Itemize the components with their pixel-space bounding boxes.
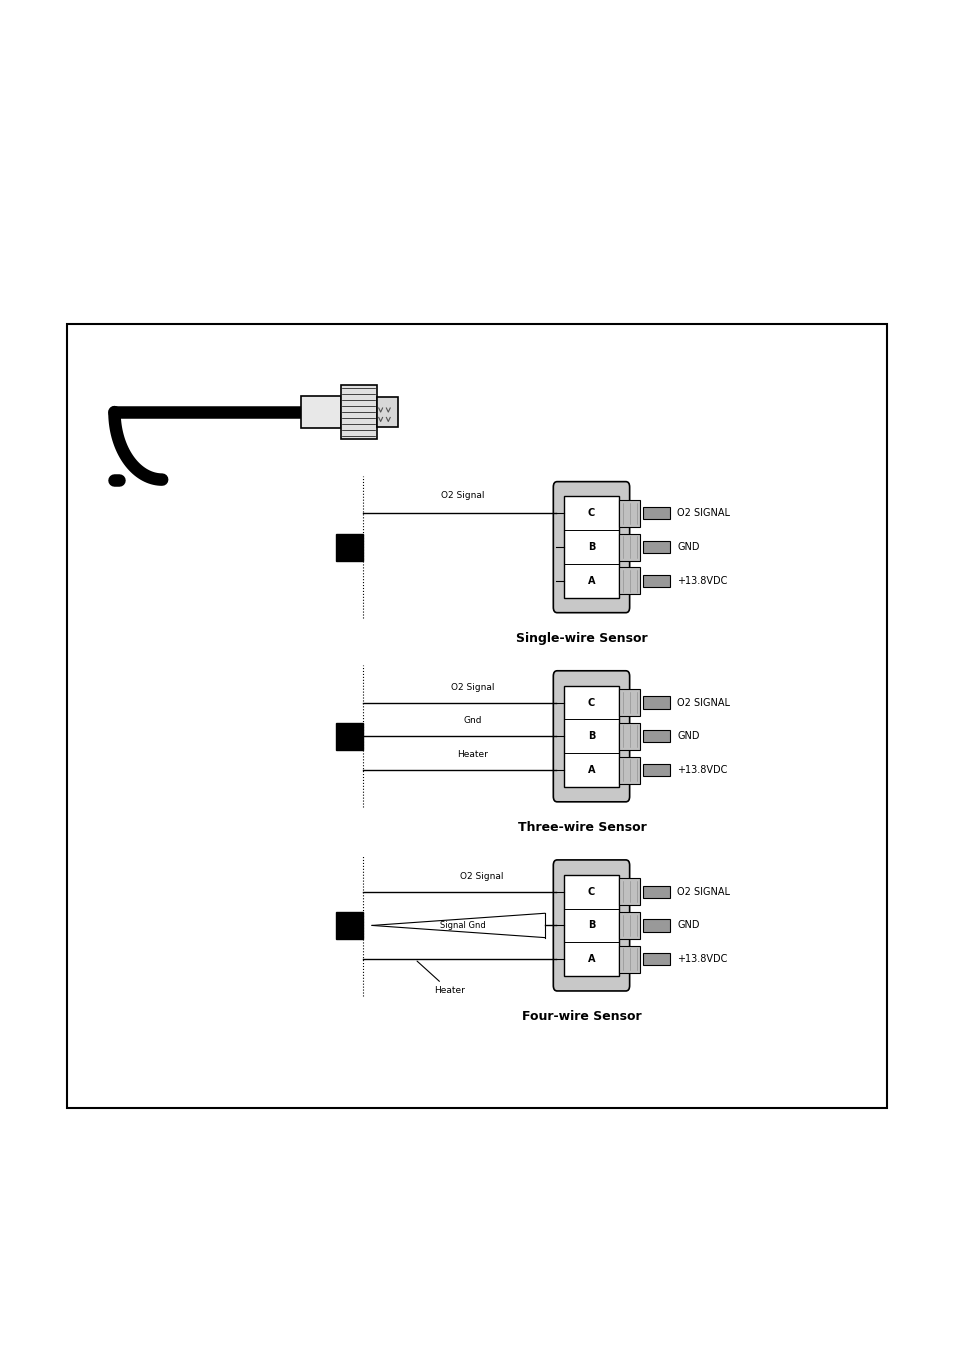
Text: C: C xyxy=(587,886,595,897)
Bar xyxy=(642,765,669,775)
Text: GND: GND xyxy=(677,731,700,742)
Text: O2 Signal: O2 Signal xyxy=(451,682,494,692)
Bar xyxy=(563,497,618,597)
Text: C: C xyxy=(587,508,595,519)
Bar xyxy=(618,500,639,527)
Text: GND: GND xyxy=(677,920,700,931)
Text: O2 SIGNAL: O2 SIGNAL xyxy=(677,886,730,897)
Bar xyxy=(642,697,669,708)
Bar xyxy=(618,567,639,594)
FancyBboxPatch shape xyxy=(553,482,629,613)
Bar xyxy=(642,886,669,897)
FancyBboxPatch shape xyxy=(553,670,629,801)
Bar xyxy=(563,685,618,786)
Text: Signal Gnd: Signal Gnd xyxy=(440,921,485,929)
Text: Heater: Heater xyxy=(456,750,488,759)
Text: +13.8VDC: +13.8VDC xyxy=(677,954,727,965)
Bar xyxy=(618,946,639,973)
Bar xyxy=(642,540,669,554)
FancyBboxPatch shape xyxy=(553,859,629,992)
Bar xyxy=(618,912,639,939)
Text: O2 SIGNAL: O2 SIGNAL xyxy=(677,508,730,519)
Text: B: B xyxy=(587,542,595,553)
Bar xyxy=(340,385,376,439)
Text: O2 Signal: O2 Signal xyxy=(441,490,484,500)
Text: +13.8VDC: +13.8VDC xyxy=(677,576,727,586)
Text: GND: GND xyxy=(677,542,700,553)
Text: A: A xyxy=(587,765,595,775)
Text: Heater: Heater xyxy=(416,961,464,994)
Text: Single-wire Sensor: Single-wire Sensor xyxy=(516,632,647,644)
Bar xyxy=(642,576,669,586)
Text: B: B xyxy=(587,731,595,742)
Text: O2 SIGNAL: O2 SIGNAL xyxy=(677,697,730,708)
Text: Three-wire Sensor: Three-wire Sensor xyxy=(517,820,645,834)
Bar xyxy=(67,324,886,1108)
Bar xyxy=(618,757,639,784)
Text: O2 Signal: O2 Signal xyxy=(460,871,503,881)
Text: Gnd: Gnd xyxy=(463,716,481,725)
Bar xyxy=(642,954,669,965)
Bar xyxy=(300,396,340,428)
Text: Four-wire Sensor: Four-wire Sensor xyxy=(521,1011,641,1023)
Bar xyxy=(618,878,639,905)
Bar xyxy=(618,689,639,716)
Text: B: B xyxy=(587,920,595,931)
Bar xyxy=(642,919,669,932)
Bar xyxy=(335,912,362,939)
Text: C: C xyxy=(587,697,595,708)
Bar xyxy=(642,507,669,519)
Text: A: A xyxy=(587,576,595,586)
Text: A: A xyxy=(587,954,595,965)
Bar xyxy=(335,723,362,750)
Text: +13.8VDC: +13.8VDC xyxy=(677,765,727,775)
Bar xyxy=(642,730,669,742)
Bar xyxy=(563,875,618,975)
Bar xyxy=(376,397,397,427)
Bar xyxy=(335,534,362,561)
Bar xyxy=(618,723,639,750)
Bar xyxy=(618,534,639,561)
